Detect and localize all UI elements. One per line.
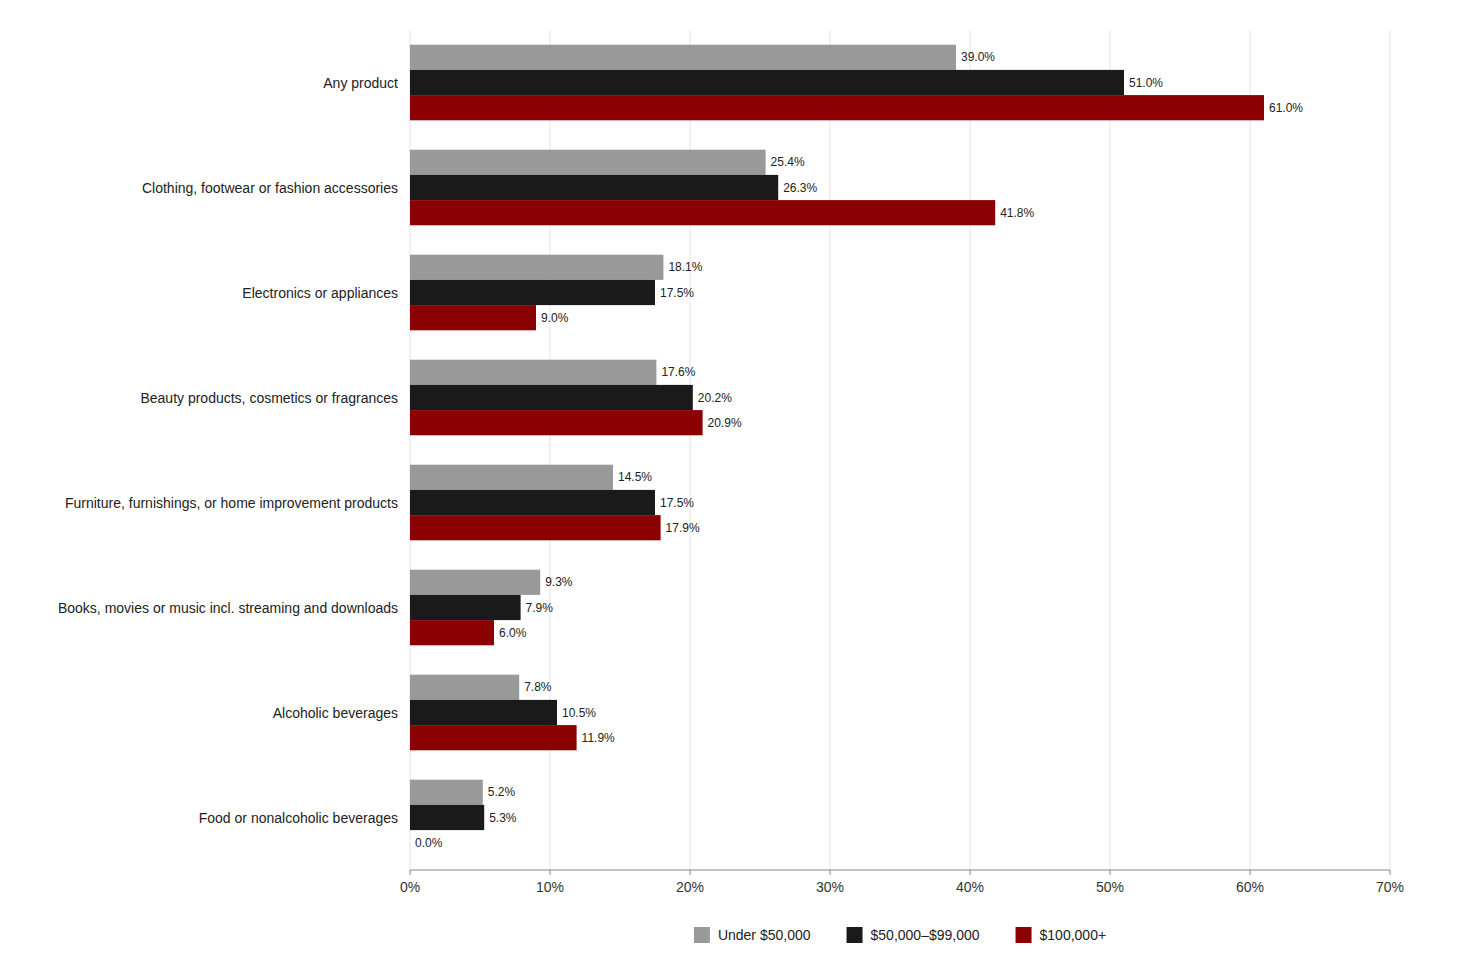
data-label: 61.0% xyxy=(1269,101,1303,115)
bar xyxy=(410,255,663,280)
tick-mark xyxy=(1250,870,1251,875)
bar xyxy=(410,70,1124,95)
data-label: 41.8% xyxy=(1000,206,1034,220)
bar xyxy=(410,700,557,725)
data-label: 17.5% xyxy=(660,496,694,510)
grid-line xyxy=(970,30,971,870)
tick-label: 70% xyxy=(1376,879,1404,895)
data-label: 14.5% xyxy=(618,470,652,484)
tick-label: 60% xyxy=(1236,879,1264,895)
category-label: Books, movies or music incl. streaming a… xyxy=(58,600,398,616)
bar xyxy=(410,95,1264,120)
bars xyxy=(410,45,1264,830)
tick-mark xyxy=(410,870,411,875)
data-label: 11.9% xyxy=(582,731,615,745)
legend-swatch xyxy=(694,927,710,943)
data-label: 17.5% xyxy=(660,286,694,300)
data-label: 0.0% xyxy=(415,836,443,850)
bar xyxy=(410,45,956,70)
bar xyxy=(410,385,693,410)
bar xyxy=(410,515,661,540)
bar xyxy=(410,175,778,200)
data-label: 51.0% xyxy=(1129,76,1163,90)
tick-label: 50% xyxy=(1096,879,1124,895)
tick-label: 30% xyxy=(816,879,844,895)
grid-line xyxy=(1390,30,1391,870)
legend: Under $50,000 $50,000–$99,000 $100,000+ xyxy=(694,927,1106,943)
chart: 39.0% 25.4% 18.1% 17.6% 14.5% 9.3% 7.8% 5.2% 51.… xyxy=(0,0,1460,976)
data-label: 17.9% xyxy=(666,521,700,535)
category-label: Alcoholic beverages xyxy=(273,705,398,721)
legend-swatch xyxy=(847,927,863,943)
grid-line xyxy=(1110,30,1111,870)
tick-label: 40% xyxy=(956,879,984,895)
tick-mark xyxy=(830,870,831,875)
bar xyxy=(410,780,483,805)
legend-swatch xyxy=(1016,927,1032,943)
bar xyxy=(410,465,613,490)
data-label: 9.0% xyxy=(541,311,569,325)
tick-mark xyxy=(690,870,691,875)
data-label: 7.8% xyxy=(524,680,552,694)
data-label: 17.6% xyxy=(661,365,695,379)
bar xyxy=(410,570,540,595)
data-label: 20.2% xyxy=(698,391,732,405)
bar xyxy=(410,620,494,645)
data-label: 7.9% xyxy=(526,601,554,615)
data-label: 39.0% xyxy=(961,50,995,64)
grid-line xyxy=(1250,30,1251,870)
y-axis: Any product Clothing, footwear or fashion… xyxy=(58,75,398,826)
data-label: 18.1% xyxy=(668,260,702,274)
data-label: 10.5% xyxy=(562,706,596,720)
x-axis: 0% 10% 20% 30% 40% 50% 60% 70% xyxy=(400,870,1404,895)
data-labels: 39.0% 25.4% 18.1% 17.6% 14.5% 9.3% 7.8% 5.2% 51.… xyxy=(415,50,1303,849)
bar xyxy=(410,725,577,750)
category-label: Any product xyxy=(323,75,398,91)
legend-label: Under $50,000 xyxy=(718,927,811,943)
data-label: 5.2% xyxy=(488,785,516,799)
category-label: Electronics or appliances xyxy=(242,285,398,301)
data-label: 25.4% xyxy=(771,155,805,169)
tick-label: 0% xyxy=(400,879,420,895)
bar xyxy=(410,830,411,855)
bar xyxy=(410,200,995,225)
grid-line xyxy=(830,30,831,870)
tick-mark xyxy=(1390,870,1391,875)
legend-label: $50,000–$99,000 xyxy=(871,927,980,943)
bar xyxy=(410,280,655,305)
data-label: 20.9% xyxy=(708,416,742,430)
data-label: 6.0% xyxy=(499,626,527,640)
category-label: Food or nonalcoholic beverages xyxy=(199,810,398,826)
bar xyxy=(410,360,656,385)
bar xyxy=(410,305,536,330)
grid xyxy=(410,30,1390,870)
tick-mark xyxy=(550,870,551,875)
data-label: 9.3% xyxy=(545,575,573,589)
axis-line xyxy=(410,870,1390,871)
data-label: 26.3% xyxy=(783,181,817,195)
tick-label: 10% xyxy=(536,879,564,895)
bar xyxy=(410,805,484,830)
category-label: Beauty products, cosmetics or fragrances xyxy=(140,390,398,406)
bar xyxy=(410,490,655,515)
tick-mark xyxy=(1110,870,1111,875)
bar xyxy=(410,150,766,175)
category-label: Furniture, furnishings, or home improvem… xyxy=(65,495,398,511)
tick-label: 20% xyxy=(676,879,704,895)
bar xyxy=(410,410,703,435)
legend-label: $100,000+ xyxy=(1040,927,1107,943)
tick-mark xyxy=(970,870,971,875)
category-label: Clothing, footwear or fashion accessorie… xyxy=(142,180,398,196)
data-label: 5.3% xyxy=(489,811,517,825)
bar xyxy=(410,675,519,700)
bar xyxy=(410,595,521,620)
